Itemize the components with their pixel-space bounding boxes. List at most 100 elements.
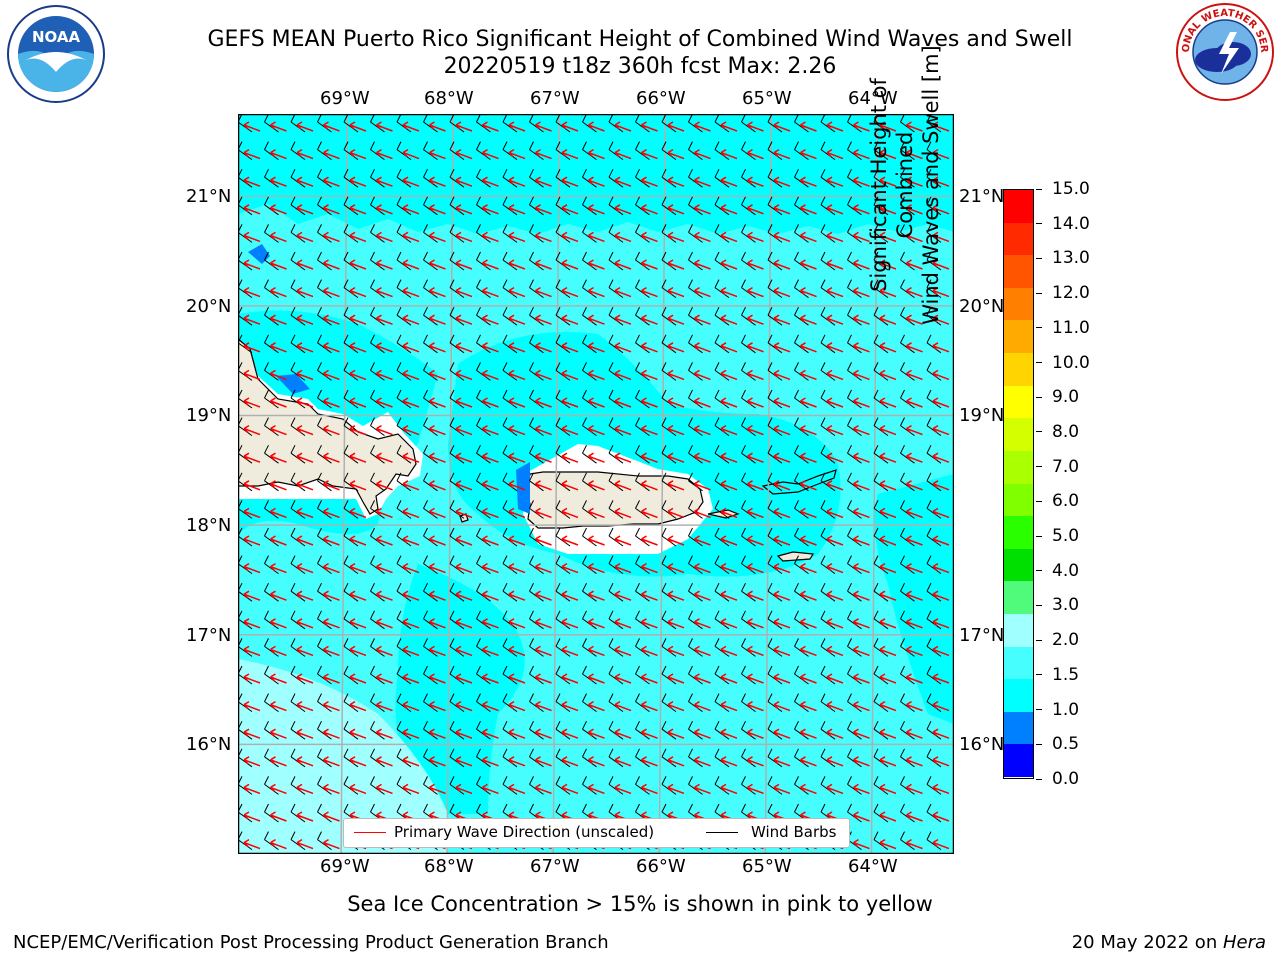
wave-arrow — [667, 783, 685, 795]
wave-arrow — [455, 673, 473, 684]
wave-arrow — [375, 618, 393, 629]
wave-arrow — [455, 507, 473, 519]
wave-arrow — [826, 231, 844, 243]
wave-arrow — [667, 756, 685, 767]
wave-arrow — [269, 756, 287, 767]
wave-arrow — [428, 121, 446, 132]
wave-arrow — [905, 618, 923, 629]
chart-title: GEFS MEAN Puerto Rico Significant Height… — [207, 27, 1073, 52]
wave-arrow — [640, 148, 658, 160]
wave-arrow — [905, 728, 923, 739]
wave-arrow — [481, 286, 499, 298]
wave-arrow — [428, 480, 446, 491]
wave-arrow — [534, 424, 552, 436]
colorbar-tick: 11.0 — [1036, 318, 1090, 338]
wave-arrow — [534, 204, 552, 215]
colorbar-tick-label: 13.0 — [1052, 248, 1090, 269]
lat-label-left: 16°N — [186, 734, 232, 755]
wave-arrow — [508, 314, 526, 325]
wave-arrow — [932, 811, 950, 822]
wave-arrow — [746, 562, 764, 574]
wave-arrow — [349, 452, 367, 463]
colorbar-segment — [1004, 646, 1033, 680]
wave-arrow — [322, 811, 340, 822]
wave-arrow — [269, 121, 287, 132]
lon-label-bottom: 67°W — [530, 856, 580, 877]
wave-arrow — [693, 424, 711, 436]
wave-arrow — [905, 121, 923, 132]
wave-arrow — [428, 562, 446, 574]
wave-arrow — [852, 480, 870, 491]
wave-arrow — [667, 231, 685, 243]
wave-arrow — [640, 562, 658, 574]
wave-arrow — [852, 424, 870, 436]
wave-arrow — [667, 535, 685, 546]
wave-arrow — [243, 286, 261, 298]
wave-arrow — [455, 645, 473, 657]
wave-arrow — [746, 645, 764, 657]
lat-label-left: 19°N — [186, 405, 232, 426]
wave-arrow — [243, 700, 261, 712]
colorbar-tick: 15.0 — [1036, 179, 1090, 199]
wave-arrow — [826, 369, 844, 381]
wave-arrow — [773, 480, 791, 491]
colorbar-segment — [1004, 320, 1033, 354]
wave-arrow — [243, 176, 261, 187]
wave-arrow — [375, 645, 393, 657]
colorbar-tick-label: 7.0 — [1052, 456, 1080, 477]
wave-arrow — [932, 286, 950, 298]
wave-arrow — [746, 148, 764, 160]
graticule — [238, 114, 954, 854]
wave-arrow — [720, 645, 738, 657]
wave-arrow — [799, 424, 817, 436]
colorbar-tick-label: 14.0 — [1052, 213, 1090, 234]
wave-arrow — [455, 204, 473, 215]
meridian-line — [658, 114, 667, 854]
wave-arrow — [296, 673, 314, 684]
wave-arrow — [746, 397, 764, 408]
wave-arrow — [534, 176, 552, 187]
wave-arrow — [243, 204, 261, 215]
wave-arrow — [640, 176, 658, 187]
wave-arrow — [614, 480, 632, 491]
wave-arrow — [269, 728, 287, 739]
wave-arrow — [508, 397, 526, 408]
wave-arrow — [375, 314, 393, 325]
colorbar-tick-label: 11.0 — [1052, 317, 1090, 338]
wave-arrow — [481, 756, 499, 767]
wave-arrow — [243, 507, 261, 519]
wave-arrow — [428, 452, 446, 463]
wave-arrow — [746, 783, 764, 795]
wave-arrow — [322, 645, 340, 657]
wave-arrow — [587, 148, 605, 160]
wave-arrow — [879, 562, 897, 574]
wave-arrow — [322, 838, 340, 850]
wave-arrow — [243, 452, 261, 463]
wave-arrow — [269, 452, 287, 463]
wave-arrow — [799, 728, 817, 739]
wave-arrow — [322, 618, 340, 629]
wave-arrow — [296, 121, 314, 132]
colorbar-segment — [1004, 418, 1033, 452]
wave-arrow — [534, 314, 552, 325]
wave-arrow — [243, 645, 261, 657]
wave-arrow — [746, 259, 764, 270]
wave-arrow — [932, 204, 950, 215]
wave-field-1-0-1-5 — [874, 474, 954, 724]
wave-arrow — [322, 480, 340, 491]
wave-arrow — [481, 259, 499, 270]
map-legend: Primary Wave Direction (unscaled) Wind B… — [343, 818, 850, 848]
wave-arrow — [561, 535, 579, 546]
wave-arrow — [402, 700, 420, 712]
colorbar-tick-label: 4.0 — [1052, 560, 1080, 581]
wave-arrow — [932, 452, 950, 463]
wave-arrow — [720, 231, 738, 243]
wave-arrow — [455, 535, 473, 546]
wave-arrow — [428, 342, 446, 353]
wave-arrow — [640, 369, 658, 381]
wave-arrow — [720, 480, 738, 491]
wave-arrow — [720, 148, 738, 160]
wave-arrow — [852, 756, 870, 767]
wave-arrow — [879, 176, 897, 187]
wave-arrow — [561, 700, 579, 712]
